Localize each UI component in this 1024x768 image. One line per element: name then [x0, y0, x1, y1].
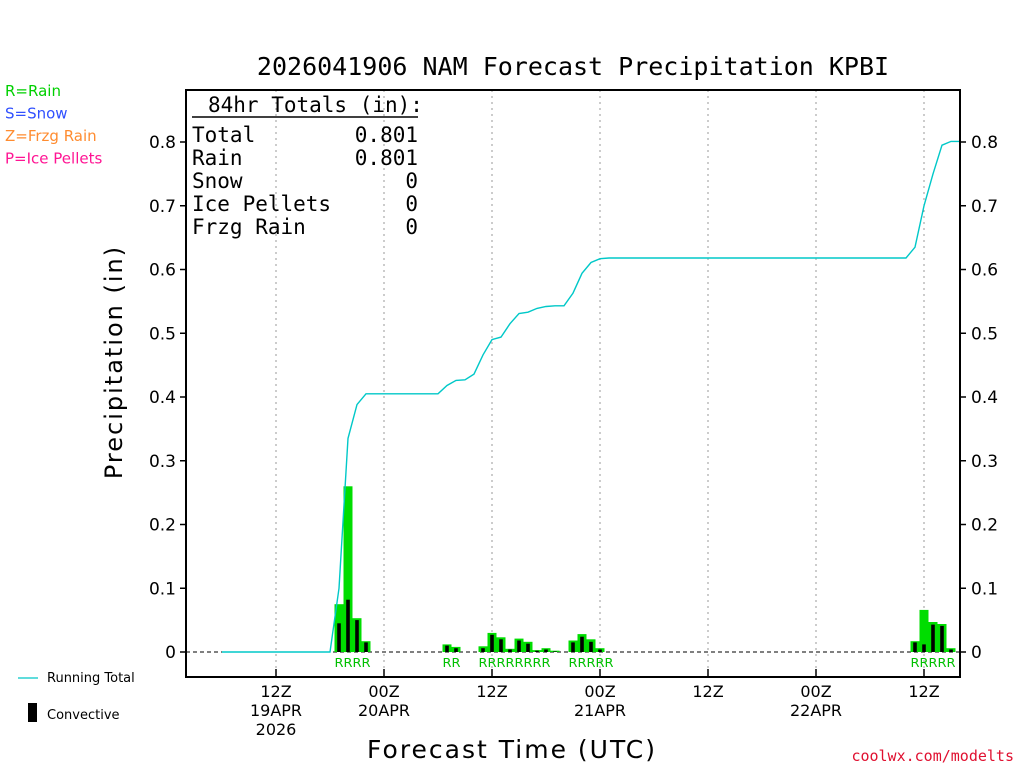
credit-text: coolwx.com/modelts — [851, 747, 1014, 765]
convective-bar — [949, 649, 953, 652]
rain-type-tag: RR — [443, 656, 461, 670]
rain-type-tags: RRRR RR RRRRRRRR RRRRR RRRRR — [335, 656, 956, 670]
totals-row-label: Ice Pellets — [192, 192, 331, 216]
convective-bar — [940, 625, 944, 652]
y-tick-label-right: 0.5 — [971, 324, 998, 344]
convective-bar — [364, 642, 368, 652]
convective-bar — [571, 642, 575, 652]
totals-box: 84hr Totals (in): Total 0.801 Rain 0.801 Sno… — [192, 93, 423, 239]
x-tick-label: 21APR — [574, 701, 626, 720]
y-tick-label-right: 0.4 — [971, 388, 998, 408]
y-tick-label-right: 0.6 — [971, 261, 998, 281]
totals-row-value: 0 — [405, 169, 418, 193]
x-tick-label: 12Z — [908, 682, 939, 701]
precip-bars — [334, 486, 956, 653]
precip-bar — [919, 609, 929, 652]
convective-legend-label: Convective — [47, 708, 120, 723]
totals-row-label: Rain — [192, 146, 243, 170]
convective-bar — [913, 642, 917, 652]
x-tick-label: 22APR — [790, 701, 842, 720]
convective-bar — [580, 636, 584, 652]
convective-bar — [598, 649, 602, 652]
convective-legend-swatch — [28, 703, 37, 722]
plot-frame — [185, 89, 961, 678]
x-tick-label: 19APR — [250, 701, 302, 720]
convective-bar — [931, 624, 935, 652]
convective-bar — [508, 649, 512, 652]
convective-bar — [517, 640, 521, 652]
y-tick-label-right: 0.1 — [971, 579, 998, 599]
x-tick-label: 20APR — [358, 701, 410, 720]
y-tick-label-left: 0.4 — [149, 388, 176, 408]
x-tick-label: 12Z — [476, 682, 507, 701]
convective-bar — [589, 641, 593, 652]
x-tick-label: 12Z — [260, 682, 291, 701]
x-axis-label: Forecast Time (UTC) — [367, 735, 657, 764]
y-tick-label-left: 0.8 — [149, 133, 176, 153]
rain-type-tag: RRRRR — [569, 656, 614, 670]
rain-type-tag: RRRRRRRR — [479, 656, 551, 670]
totals-row-value: 0 — [405, 192, 418, 216]
totals-row-label: Frzg Rain — [192, 215, 306, 239]
convective-bar — [544, 649, 548, 652]
convective-bar — [499, 639, 503, 653]
y-tick-label-right: 0 — [971, 643, 982, 663]
y-tick-label-left: 0.1 — [149, 579, 176, 599]
x-tick-label: 00Z — [800, 682, 831, 701]
y-tick-label-left: 0 — [165, 643, 176, 663]
y-tick-label-left: 0.6 — [149, 261, 176, 281]
y-tick-label-left: 0.7 — [149, 197, 176, 217]
y-tick-label-left: 0.2 — [149, 516, 176, 536]
y-axis-label: Precipitation (in) — [100, 245, 128, 479]
totals-rows: Total 0.801 Rain 0.801 Snow 0 Ice Pellets 0 Frzg… — [192, 123, 418, 239]
line-legend: Running Total Convective — [18, 671, 135, 723]
precip-bar — [550, 650, 560, 652]
y-tick-label-left: 0.5 — [149, 324, 176, 344]
totals-row-label: Snow — [192, 169, 243, 193]
convective-bar — [346, 599, 350, 652]
convective-bar — [337, 623, 341, 652]
type-legend-item: Z=Frzg Rain — [5, 127, 97, 145]
axis-ticks: 0 00.1 0.10.2 0.20.3 0.30.4 0.40.5 0.50.6 0.60.… — [149, 133, 998, 739]
convective-bar — [553, 651, 557, 652]
totals-row-value: 0.801 — [355, 146, 418, 170]
y-tick-label-right: 0.8 — [971, 133, 998, 153]
running-total-line — [222, 140, 960, 653]
convective-bar — [490, 634, 494, 652]
convective-bar — [454, 648, 458, 652]
x-tick-label: 00Z — [584, 682, 615, 701]
totals-row-value: 0.801 — [355, 123, 418, 147]
type-legend-item: S=Snow — [5, 105, 68, 123]
running-total-layer — [222, 140, 960, 653]
type-legend: R=Rain S=Snow Z=Frzg Rain P=Ice Pellets — [5, 82, 102, 168]
x-tick-label: 00Z — [368, 682, 399, 701]
convective-bar — [526, 643, 530, 652]
convective-bar — [445, 645, 449, 652]
type-legend-item: P=Ice Pellets — [5, 150, 102, 168]
totals-row-label: Total — [192, 123, 255, 147]
y-tick-label-right: 0.7 — [971, 197, 998, 217]
rain-type-tag: RRRRR — [911, 656, 956, 670]
type-legend-item: R=Rain — [5, 82, 61, 100]
chart-title: 2026041906 NAM Forecast Precipitation KP… — [257, 52, 889, 81]
y-tick-label-right: 0.3 — [971, 452, 998, 472]
convective-bar — [922, 644, 926, 652]
convective-bar — [481, 648, 485, 652]
x-tick-label: 12Z — [692, 682, 723, 701]
convective-bar — [535, 650, 539, 652]
convective-bar — [355, 620, 359, 652]
rain-type-tag: RRRR — [335, 656, 371, 670]
running-total-legend-label: Running Total — [47, 671, 135, 686]
totals-header: 84hr Totals (in): — [208, 93, 423, 117]
y-tick-label-left: 0.3 — [149, 452, 176, 472]
totals-row-value: 0 — [405, 215, 418, 239]
y-tick-label-right: 0.2 — [971, 516, 998, 536]
x-tick-label: 2026 — [256, 720, 297, 739]
grid-lines — [186, 90, 960, 677]
precip-bar — [343, 486, 353, 653]
